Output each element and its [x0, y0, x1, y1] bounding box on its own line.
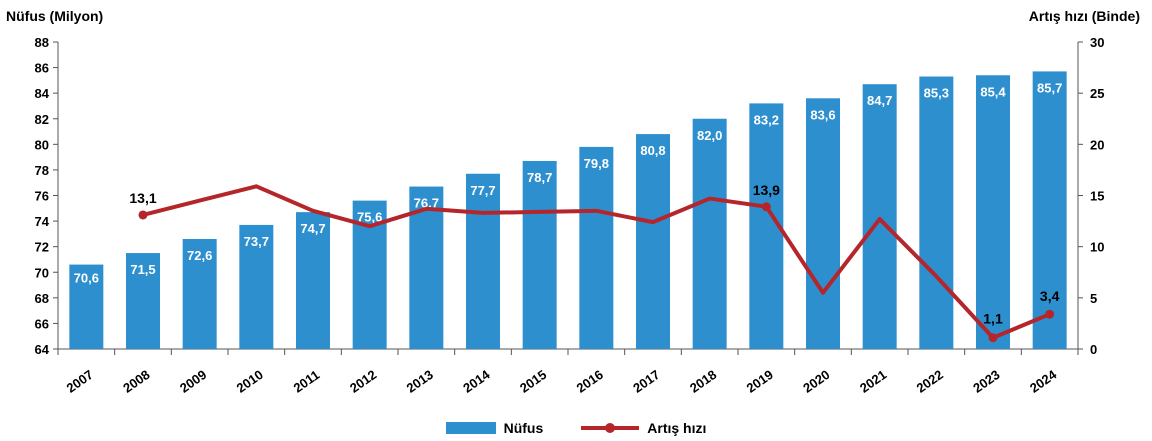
bar-data-label: 85,4 — [980, 84, 1006, 99]
line-point — [761, 202, 771, 212]
right-axis-title: Artış hızı (Binde) — [1028, 8, 1140, 24]
legend-line-swatch — [581, 422, 640, 434]
line-series — [141, 184, 1052, 340]
bar — [636, 134, 670, 349]
bar — [239, 224, 274, 349]
line-data-label: 13,1 — [129, 190, 156, 206]
left-axis-tick-label: 64 — [35, 342, 50, 357]
bar-data-label: 75,6 — [357, 210, 382, 225]
x-axis-tick-label: 2013 — [404, 367, 436, 396]
bar-data-label: 70,6 — [74, 271, 99, 286]
bar-data-label: 85,7 — [1037, 80, 1062, 95]
left-axis-tick-label: 74 — [35, 214, 50, 229]
x-axis-tick-label: 2011 — [291, 367, 323, 395]
bar — [806, 98, 840, 350]
right-axis-tick-label: 30 — [1090, 35, 1104, 50]
left-axis-tick-label: 84 — [35, 86, 50, 101]
left-axis-tick-label: 88 — [35, 35, 49, 50]
bar — [579, 146, 614, 349]
left-axis-title: Nüfus (Milyon) — [6, 8, 104, 24]
x-axis-tick-label: 2020 — [800, 367, 832, 396]
bar — [976, 75, 1010, 349]
bar-data-label: 77,7 — [470, 183, 495, 198]
line-point — [138, 210, 148, 220]
x-axis-tick-label: 2017 — [630, 367, 662, 396]
bar-data-label: 85,3 — [924, 86, 949, 101]
x-axis-tick-label: 2019 — [744, 367, 776, 396]
right-axis-tick-label: 10 — [1090, 240, 1104, 255]
bar — [69, 264, 104, 349]
line-data-label: 13,9 — [753, 182, 780, 198]
right-axis-tick-label: 15 — [1090, 189, 1104, 204]
left-axis-tick-label: 86 — [35, 61, 49, 76]
line-data-label: 1,1 — [983, 311, 1003, 327]
x-axis-tick-label: 2016 — [574, 367, 606, 396]
bar — [126, 253, 160, 349]
x-axis-tick-label: 2023 — [970, 367, 1002, 396]
x-axis-tick-label: 2018 — [687, 367, 719, 396]
x-axis-tick-label: 2014 — [460, 366, 493, 395]
x-axis-tick-label: 2012 — [347, 367, 379, 396]
bar-data-label: 72,6 — [187, 248, 212, 263]
legend-item-artis-hizi: Artış hızı — [581, 420, 706, 436]
legend-bar-swatch — [445, 422, 496, 434]
left-axis-tick-label: 80 — [35, 137, 49, 152]
bar-data-label: 83,6 — [810, 107, 835, 122]
left-axis-tick-label: 72 — [35, 240, 49, 255]
right-axis-tick-label: 0 — [1090, 342, 1097, 357]
bar-data-label: 78,7 — [527, 170, 552, 185]
left-axis-tick-label: 66 — [35, 316, 49, 331]
left-axis-tick-label: 76 — [35, 189, 49, 204]
x-axis-tick-label: 2022 — [914, 367, 946, 396]
x-axis-tick-label: 2008 — [120, 367, 152, 396]
bar — [692, 118, 727, 349]
bar — [1032, 71, 1067, 349]
x-axis-tick-label: 2010 — [234, 367, 266, 396]
line-data-label: 3,4 — [1040, 288, 1060, 304]
bar-data-label: 82,0 — [697, 128, 722, 143]
bar-data-label: 79,8 — [584, 156, 609, 171]
bar — [296, 212, 330, 349]
right-axis-tick-label: 25 — [1090, 86, 1104, 101]
bar-data-label: 83,2 — [754, 112, 779, 127]
bar-data-label: 84,7 — [867, 93, 892, 108]
line-point — [988, 333, 998, 343]
bar — [919, 76, 954, 349]
x-axis-tick-label: 2015 — [517, 367, 549, 396]
left-axis-tick-label: 70 — [35, 265, 49, 280]
left-axis-tick-label: 68 — [35, 291, 49, 306]
legend: Nüfus Artış hızı — [0, 420, 1152, 436]
bar — [522, 160, 557, 349]
x-axis-tick-label: 2007 — [64, 367, 96, 396]
bar-data-label: 76,7 — [414, 196, 439, 211]
bar-data-label: 80,8 — [640, 143, 665, 158]
bar-data-label: 73,7 — [244, 234, 269, 249]
legend-label-artis-hizi: Artış hızı — [647, 420, 707, 436]
x-axis-tick-label: 2024 — [1027, 366, 1060, 395]
legend-item-nufus: Nüfus — [445, 420, 544, 436]
left-axis-tick-label: 78 — [35, 163, 49, 178]
x-axis-tick-label: 2009 — [177, 367, 209, 396]
x-axis-tick-label: 2021 — [857, 367, 889, 396]
bar — [466, 173, 500, 349]
line-point — [1045, 309, 1055, 319]
left-axis-tick-label: 82 — [35, 112, 49, 127]
bar — [182, 238, 217, 349]
bar — [862, 84, 897, 350]
bar-data-label: 71,5 — [130, 262, 155, 277]
right-axis-tick-label: 20 — [1090, 137, 1104, 152]
legend-label-nufus: Nüfus — [503, 420, 544, 436]
right-axis-tick-label: 5 — [1090, 291, 1097, 306]
bar-data-label: 74,7 — [300, 221, 325, 236]
